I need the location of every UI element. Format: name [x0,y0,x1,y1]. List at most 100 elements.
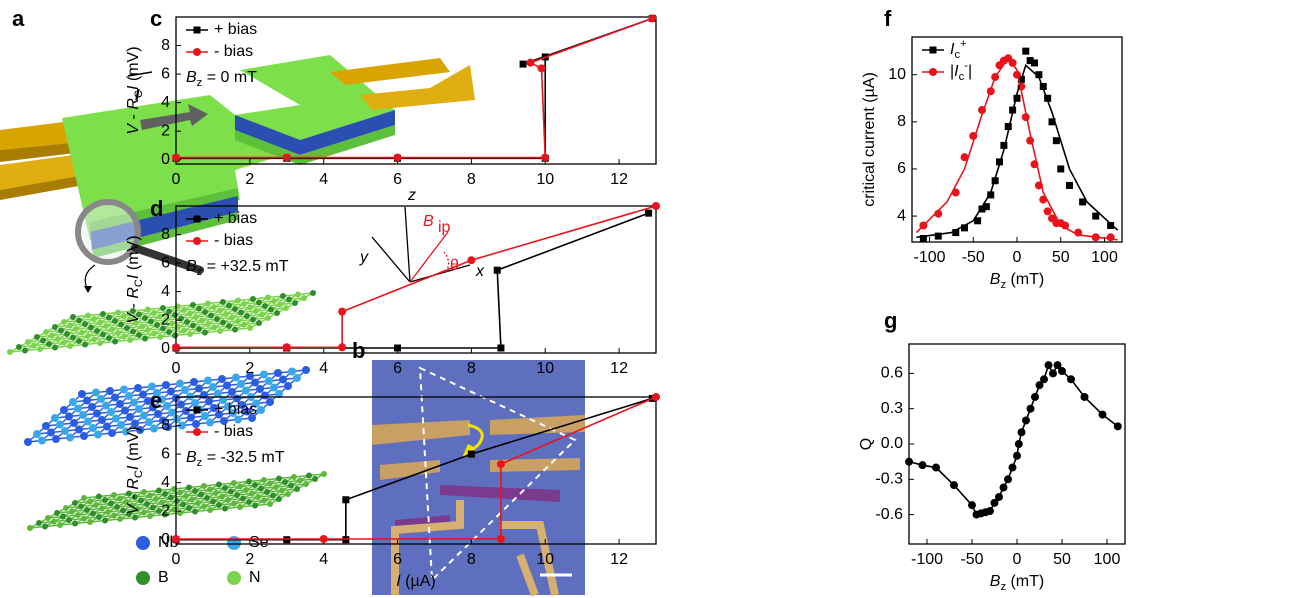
atom [189,497,195,503]
atom [187,331,193,337]
page: z y x B ip θ I Nb Se B N a b c d e f g 0… [0,0,1292,598]
y-tick-label: 4 [897,207,906,224]
atom [246,499,252,505]
atom [174,498,180,504]
data-point [497,345,504,352]
atom-swatch [136,536,150,550]
atom [260,371,268,379]
atom [209,383,217,391]
data-line [909,365,1118,514]
data-point [538,64,546,72]
atom [210,499,216,505]
atom [190,323,196,329]
atom [24,438,32,446]
atom [85,333,91,339]
atom [237,484,243,490]
atom [60,406,68,414]
data-point [919,461,927,469]
atom [177,490,183,496]
atom [229,315,235,321]
atom [187,311,193,317]
atom [195,500,201,506]
atom [255,494,261,500]
atom [103,423,111,431]
data-point [494,267,501,274]
atom [115,330,121,336]
x-tick-label: 0 [172,171,181,188]
atom [98,416,106,424]
atom [97,320,103,326]
data-point [1018,428,1026,436]
atom [228,388,236,396]
atom [117,516,123,522]
atom-label: B [158,569,169,586]
atom [111,513,117,519]
y-tick-label: 6 [161,65,170,82]
axis-label: z [407,187,416,204]
atom [274,310,280,316]
legend-marker [194,216,201,223]
data-point [1114,422,1122,430]
atom [183,493,189,499]
atom [265,295,271,301]
atom [200,391,208,399]
atom [220,320,226,326]
atom [91,316,97,322]
atom [232,306,238,312]
legend-label: Ic+ [950,38,967,61]
atom [61,319,67,325]
atom [226,323,232,329]
atom [97,395,105,403]
atom [199,318,205,324]
atom [42,524,48,530]
atom [265,315,271,321]
atom [191,399,199,407]
atom [187,414,195,422]
atom [295,292,301,298]
atom [172,333,178,339]
atom [106,387,114,395]
atom [259,312,265,318]
legend-marker [193,48,201,56]
atom [211,325,217,331]
atom [270,384,278,392]
atom [140,412,148,420]
atom [134,384,142,392]
data-point [1013,452,1021,460]
atom-label: N [249,569,261,586]
data-point [1040,375,1048,383]
atom [243,487,249,493]
atom [136,332,142,338]
atom [265,377,273,385]
atom [92,389,100,397]
atom [261,392,269,400]
atom [279,488,285,494]
text-part: (µA) [401,573,436,590]
atom [186,505,192,511]
y-tick-label: 0 [161,151,170,168]
atom [49,333,55,339]
text-part: C [133,470,145,478]
legend-label: + bias [214,21,257,38]
data-point [394,345,401,352]
atom [7,349,13,355]
atom [93,410,101,418]
atom [234,492,240,498]
data-point [283,343,291,351]
atom [226,303,232,309]
atom [220,299,226,305]
atom [102,497,108,503]
atom [69,398,77,406]
y-tick-label: 0.0 [881,435,903,452]
text-part: B [186,258,197,275]
atom [201,483,207,489]
atom [154,322,160,328]
atom-label: Se [249,534,269,551]
atom [162,491,168,497]
atom [186,485,192,491]
data-point [950,481,958,489]
atom [112,415,120,423]
atom [250,296,256,302]
atom [57,522,63,528]
atom [65,413,73,421]
